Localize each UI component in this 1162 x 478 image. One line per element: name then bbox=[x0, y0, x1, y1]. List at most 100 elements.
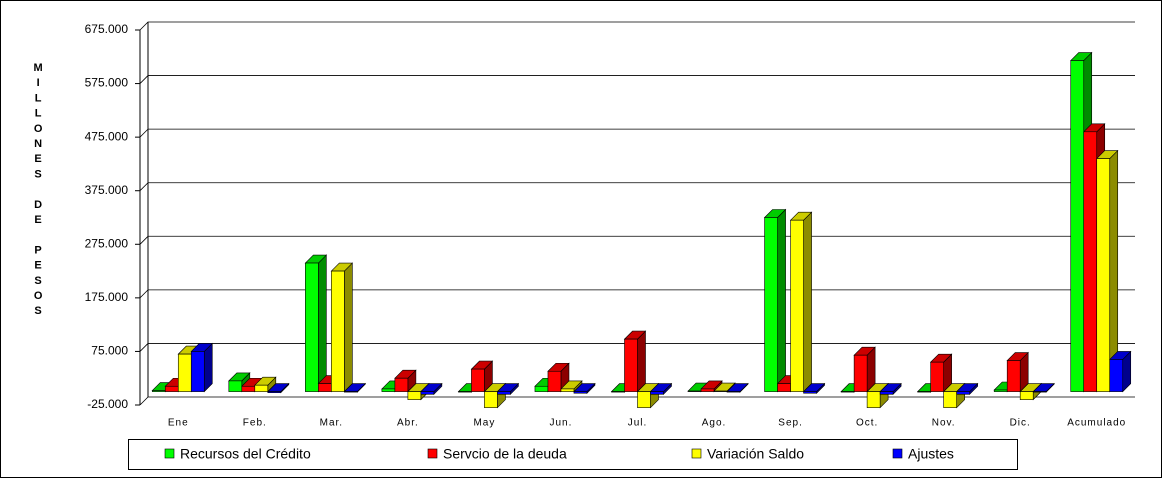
bar-side bbox=[803, 211, 812, 393]
y-tick-label: 575.000 bbox=[85, 76, 129, 90]
x-tick-label: Ago. bbox=[702, 418, 727, 429]
bar-front bbox=[993, 389, 1008, 392]
bar bbox=[929, 353, 953, 393]
bar-front bbox=[151, 390, 166, 392]
bar-front bbox=[1083, 131, 1098, 392]
bar-front bbox=[331, 270, 345, 392]
bar bbox=[853, 346, 876, 393]
bar-front bbox=[790, 219, 804, 392]
bar-front bbox=[956, 391, 970, 395]
grid-line bbox=[139, 75, 1135, 84]
bar-front bbox=[497, 391, 511, 395]
bar-front bbox=[930, 361, 944, 392]
bar-front bbox=[879, 391, 894, 395]
bar-side bbox=[203, 342, 213, 393]
bar-front bbox=[1032, 391, 1047, 393]
x-tick-label: Feb. bbox=[243, 418, 267, 429]
bar bbox=[573, 382, 596, 394]
bar-front bbox=[943, 391, 957, 408]
bar-front bbox=[573, 391, 588, 394]
bar-front bbox=[318, 383, 332, 392]
bar-front bbox=[254, 384, 269, 392]
x-tick-label: Ene bbox=[168, 418, 189, 429]
bar-side bbox=[777, 208, 786, 393]
bar bbox=[1006, 351, 1029, 393]
bar-front bbox=[840, 391, 855, 393]
bar-front bbox=[484, 391, 498, 408]
bar bbox=[1032, 382, 1055, 393]
bar-front bbox=[1070, 60, 1085, 392]
bar-front bbox=[305, 262, 319, 392]
legend-label: Variación Saldo bbox=[707, 446, 804, 462]
bar-front bbox=[917, 391, 931, 393]
bar-front bbox=[241, 385, 256, 392]
bar bbox=[1109, 350, 1132, 393]
legend-label: Servcio de la deuda bbox=[443, 446, 567, 462]
y-tick-label: 275.000 bbox=[85, 236, 129, 250]
bar-front bbox=[700, 388, 715, 392]
bar-front bbox=[344, 391, 358, 393]
bar-front bbox=[764, 217, 778, 392]
y-tick-label: -25.000 bbox=[87, 397, 128, 411]
y-tick-label: 375.000 bbox=[85, 183, 129, 197]
bar bbox=[623, 330, 647, 393]
legend-swatch bbox=[427, 448, 438, 459]
bar-front bbox=[190, 351, 205, 392]
bar bbox=[267, 382, 290, 394]
bar-front bbox=[458, 391, 472, 393]
bar bbox=[304, 254, 328, 393]
bar-front bbox=[687, 390, 702, 392]
bar-front bbox=[1096, 158, 1111, 392]
bar-front bbox=[713, 390, 728, 392]
legend-swatch bbox=[892, 448, 903, 459]
y-tick-label: 475.000 bbox=[85, 129, 129, 143]
bar-front bbox=[177, 353, 192, 392]
bar-front bbox=[1019, 391, 1034, 400]
y-tick-label: 175.000 bbox=[85, 290, 129, 304]
bar-front bbox=[1109, 359, 1124, 392]
bar bbox=[649, 382, 673, 396]
bar-front bbox=[394, 377, 409, 392]
bar-front bbox=[777, 383, 791, 392]
bar bbox=[496, 382, 520, 396]
legend-label: Ajustes bbox=[908, 446, 954, 462]
grid-line bbox=[139, 396, 1135, 406]
y-tick-label: 75.000 bbox=[91, 344, 128, 358]
bar-front bbox=[611, 391, 625, 393]
bar bbox=[470, 360, 494, 393]
x-tick-label: Jun. bbox=[550, 418, 573, 429]
x-tick-label: Jul. bbox=[628, 418, 648, 429]
bar-side bbox=[637, 330, 646, 393]
bar-front bbox=[420, 391, 435, 395]
bar-front bbox=[803, 391, 817, 394]
bar bbox=[879, 382, 902, 396]
bar bbox=[1096, 149, 1119, 393]
bar-front bbox=[267, 391, 282, 393]
x-tick-label: Oct. bbox=[856, 418, 878, 429]
bar-front bbox=[726, 391, 741, 393]
bar-front bbox=[228, 380, 243, 392]
legend-swatch bbox=[164, 448, 175, 459]
x-tick-label: Mar. bbox=[320, 418, 343, 429]
bar bbox=[254, 376, 277, 393]
legend-box bbox=[128, 439, 1018, 470]
bar-side bbox=[318, 254, 327, 393]
bar-side bbox=[344, 262, 353, 393]
bar-front bbox=[650, 391, 664, 395]
bar-front bbox=[471, 368, 485, 392]
bar-front bbox=[381, 388, 396, 392]
grid-line bbox=[139, 21, 1135, 31]
bar-front bbox=[407, 391, 422, 400]
bar-front bbox=[560, 388, 575, 392]
bar bbox=[763, 208, 787, 393]
bar-front bbox=[624, 338, 638, 392]
x-tick-label: Dic. bbox=[1010, 418, 1031, 429]
legend-swatch bbox=[691, 448, 702, 459]
legend-label: Recursos del Crédito bbox=[180, 446, 311, 462]
y-axis-label: MILLONES DE PESOS bbox=[32, 62, 44, 320]
grid-line bbox=[139, 128, 1135, 138]
bar-front bbox=[853, 354, 868, 392]
x-tick-label: Acumulado bbox=[1067, 418, 1126, 429]
